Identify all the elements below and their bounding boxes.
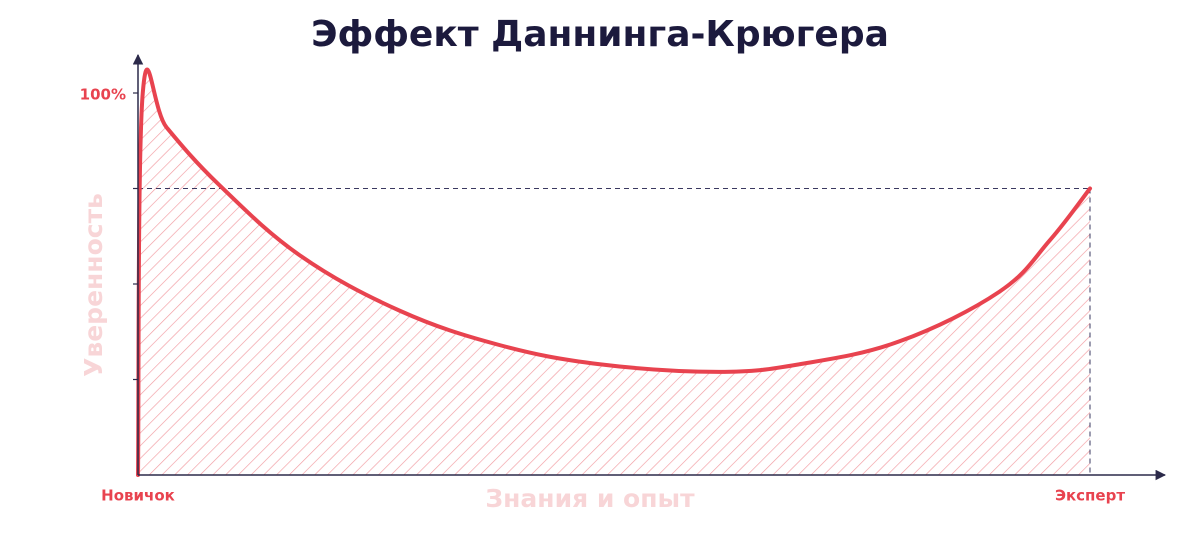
plot-area bbox=[136, 67, 1092, 477]
x-axis-label: Знания и опыт bbox=[485, 484, 695, 513]
y-axis-label: Уверенность bbox=[79, 193, 108, 377]
y-tick-label: 100% bbox=[80, 86, 126, 104]
x-tick-label: Новичок bbox=[101, 487, 175, 505]
chart-title: Эффект Даннинга-Крюгера bbox=[311, 14, 889, 55]
line bbox=[136, 67, 1092, 477]
area bbox=[138, 69, 1090, 475]
x-tick-label: Эксперт bbox=[1055, 487, 1125, 505]
